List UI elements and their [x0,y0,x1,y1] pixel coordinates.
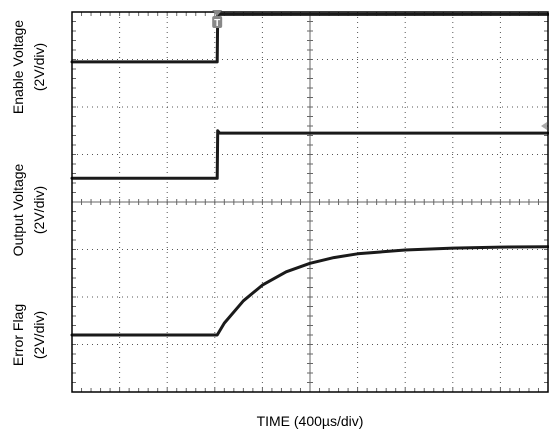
trace-enable-voltage [70,12,549,64]
channel-label-error-line1: Error Flag [10,304,26,366]
channel-label-error-line2: (2V/div) [31,311,47,359]
trace-error-flag [70,245,549,337]
x-axis-label: TIME (400µs/div) [257,413,364,429]
markers: T [212,10,547,130]
trace-output-voltage [70,129,549,180]
level-arrow-icon [541,122,547,130]
traces [70,12,549,337]
plot-border [71,11,549,393]
channel-label-enable-line1: Enable Voltage [10,20,26,114]
trigger-arrow-icon [212,10,223,16]
trigger-badge [212,16,223,28]
channel-label-output-line1: Output Voltage [10,163,26,256]
trigger-marker-label: T [214,18,220,29]
grid [71,11,549,393]
channel-label-enable-line2: (2V/div) [31,43,47,91]
channel-label-output-line2: (2V/div) [31,186,47,234]
